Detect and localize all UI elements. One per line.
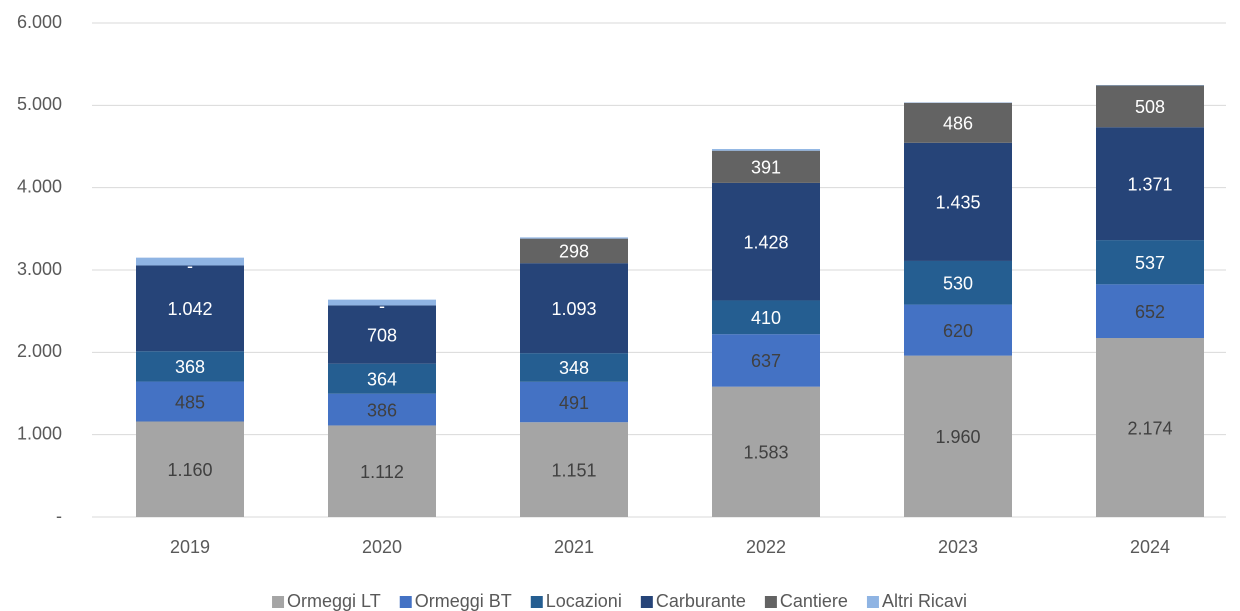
bar-segment	[520, 381, 628, 423]
y-tick-label: 3.000	[17, 259, 62, 279]
bar-segment	[904, 304, 1012, 356]
bar-segment	[712, 150, 820, 183]
data-label: 298	[559, 242, 589, 262]
legend-label: Locazioni	[546, 591, 622, 611]
data-label: 368	[175, 357, 205, 377]
bar-segment	[1096, 85, 1204, 128]
bar-segment	[136, 381, 244, 422]
bar-segment	[904, 102, 1012, 143]
data-label: 1.960	[935, 427, 980, 447]
bar-segment	[328, 305, 436, 364]
x-tick-label: 2024	[1130, 537, 1170, 557]
bar-segment	[328, 363, 436, 394]
bar-segment	[712, 149, 820, 151]
bar-segment	[136, 257, 244, 266]
data-label: 530	[943, 274, 973, 294]
legend-label: Altri Ricavi	[882, 591, 967, 611]
legend-swatch	[530, 596, 543, 608]
data-label: -	[379, 296, 385, 316]
data-label: 508	[1135, 97, 1165, 117]
data-label: 391	[751, 158, 781, 178]
data-label: 1.583	[743, 443, 788, 463]
x-tick-label: 2022	[746, 537, 786, 557]
bar-segment	[712, 386, 820, 517]
y-tick-label: 6.000	[17, 12, 62, 32]
data-label: 2.174	[1127, 418, 1172, 438]
bar-segment	[904, 260, 1012, 305]
data-label: 1.435	[935, 193, 980, 213]
bar-segment	[136, 265, 244, 352]
bar-segment	[712, 182, 820, 301]
x-tick-label: 2019	[170, 537, 210, 557]
bar-segment	[328, 425, 436, 517]
data-label: 1.371	[1127, 174, 1172, 194]
y-tick-label: 2.000	[17, 341, 62, 361]
bar-segment	[520, 263, 628, 354]
legend-label: Carburante	[656, 591, 746, 611]
data-label: 386	[367, 400, 397, 420]
bar-segment	[904, 355, 1012, 517]
legend-label: Cantiere	[780, 591, 848, 611]
bar-segment	[712, 334, 820, 387]
legend-swatch	[866, 596, 879, 608]
legend-swatch	[640, 596, 653, 608]
y-tick-label: 1.000	[17, 423, 62, 443]
bar-segment	[520, 237, 628, 239]
bar-segment	[1096, 127, 1204, 241]
bar-segment	[520, 238, 628, 264]
data-label: 652	[1135, 302, 1165, 322]
data-label: 348	[559, 358, 589, 378]
bar-segment	[904, 142, 1012, 261]
data-label: 537	[1135, 253, 1165, 273]
legend-label: Ormeggi BT	[415, 591, 512, 611]
data-label: 1.042	[167, 299, 212, 319]
bar-segment	[136, 421, 244, 517]
data-label: 410	[751, 308, 781, 328]
data-label: 491	[559, 393, 589, 413]
data-label: 486	[943, 114, 973, 134]
data-label: 1.112	[360, 462, 404, 482]
data-label: 620	[943, 321, 973, 341]
y-tick-label: -	[56, 506, 62, 526]
bar-segment	[328, 393, 436, 426]
data-label: 637	[751, 351, 781, 371]
bar-segment	[520, 353, 628, 382]
data-label: 364	[367, 369, 397, 389]
x-tick-label: 2023	[938, 537, 978, 557]
y-tick-label: 5.000	[17, 94, 62, 114]
x-tick-label: 2021	[554, 537, 594, 557]
bar-segment	[712, 300, 820, 335]
data-label: 485	[175, 392, 205, 412]
bar-segment	[1096, 338, 1204, 517]
bar-segment	[1096, 284, 1204, 339]
data-label: 1.151	[551, 460, 596, 480]
legend-swatch	[399, 596, 412, 608]
bar-segment	[136, 351, 244, 382]
data-label: 1.160	[167, 460, 212, 480]
bar-segment	[1096, 240, 1204, 285]
data-label: 1.093	[551, 299, 596, 319]
bar-segment	[520, 422, 628, 517]
legend-label: Ormeggi LT	[287, 591, 381, 611]
x-tick-label: 2020	[362, 537, 402, 557]
bar-segment	[328, 299, 436, 306]
legend-swatch	[272, 596, 285, 608]
y-tick-label: 4.000	[17, 176, 62, 196]
legend-swatch	[764, 596, 777, 608]
data-label: 708	[367, 325, 397, 345]
data-label: -	[187, 256, 193, 276]
data-label: 1.428	[743, 232, 788, 252]
